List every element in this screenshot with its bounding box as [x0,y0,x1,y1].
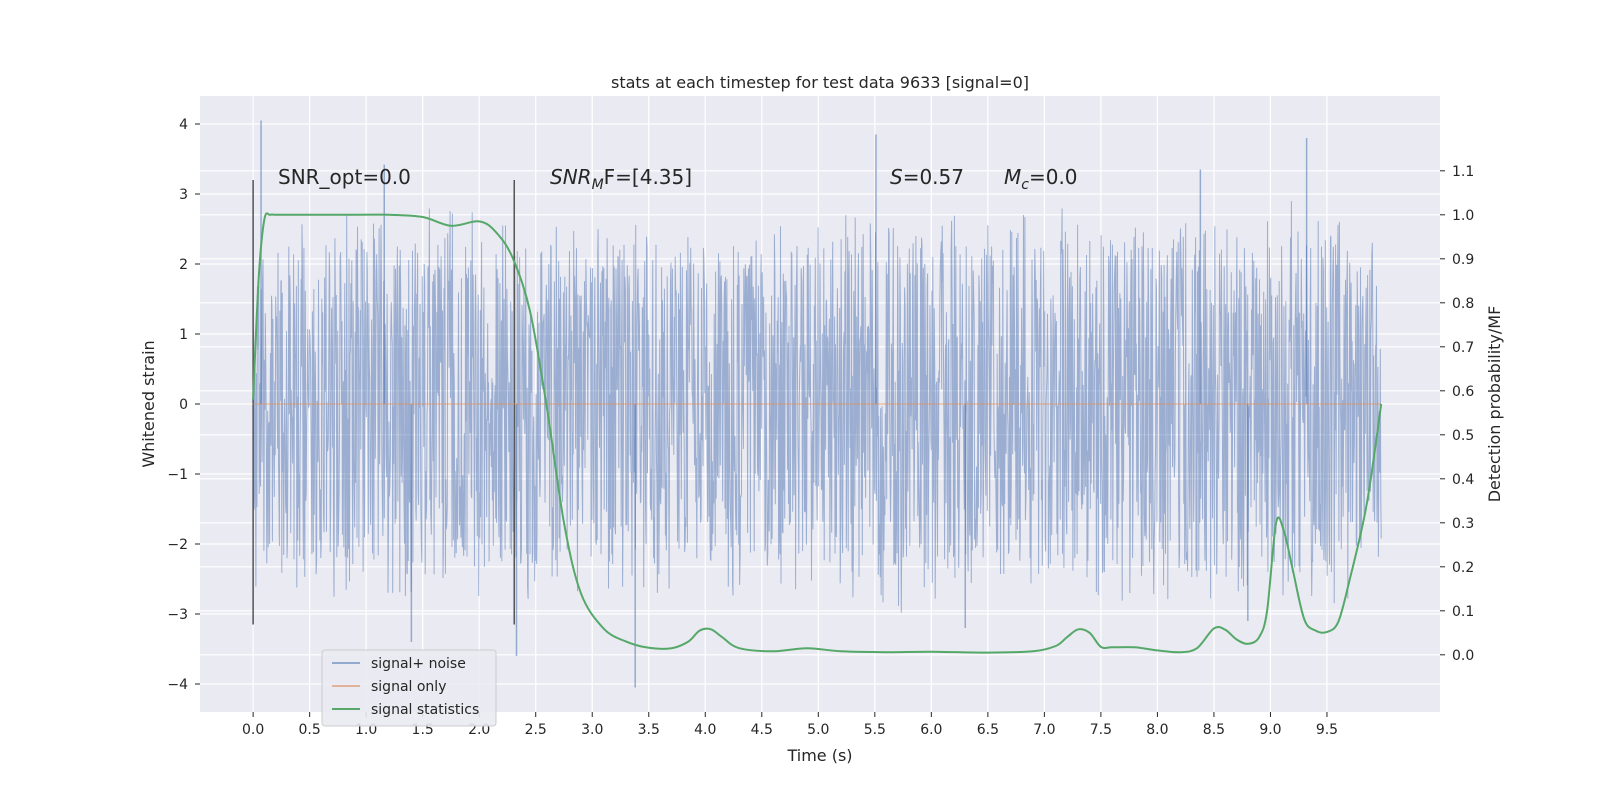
y2-tick-label: 0.7 [1452,340,1474,356]
x-tick-label: 5.5 [864,722,886,738]
y2-tick-label: 1.1 [1452,164,1474,180]
ticks-layer: 0.0 0.5 1.0 1.5 2.0 2.5 3.0 3.5 4.0 4.5 5.0 5.5 6.0 6… [167,117,1474,738]
x-tick-label: 6.5 [977,722,999,738]
x-tick-label: 4.5 [751,722,773,738]
x-tick-label: 3.5 [638,722,660,738]
x-tick-label: 4.0 [694,722,716,738]
x-tick-label: 8.5 [1203,722,1225,738]
annotation-snr-mf-base: SNR [550,165,592,189]
y-tick-label: 0 [179,397,188,413]
x-tick-label: 0.0 [242,722,264,738]
y-tick-label: −3 [167,607,188,623]
noise-layer [252,120,1382,688]
annotation-mc-rest: =0.0 [1029,165,1078,189]
y-tick-label: 1 [179,327,188,343]
x-tick-label: 9.5 [1316,722,1338,738]
x-axis-label: Time (s) [786,746,852,765]
signal-statistics-line [252,212,1383,654]
annotation-mc-base: M [1004,165,1021,189]
legend-box [321,649,497,727]
legend-label-statistics: signal statistics [371,702,479,718]
x-tick-label: 3.0 [581,722,603,738]
annotation-mc: Mc=0.0 [1004,165,1078,193]
y-tick-label: −1 [167,467,188,483]
lines-layer [252,180,1383,654]
x-tick-label: 6.0 [920,722,942,738]
x-tick-label: 0.5 [299,722,321,738]
x-tick-label: 7.5 [1090,722,1112,738]
annotation-s-base: S [890,165,903,189]
annotation-snr-mf-rest: F=[4.35] [604,165,692,189]
y-tick-label: −2 [167,537,188,553]
y2-tick-label: 0.1 [1452,604,1474,620]
legend: signal+ noise signal only signal statist… [321,649,497,727]
y-tick-label: 4 [179,117,188,133]
legend-label-signal: signal only [371,679,446,695]
annotation-snr-opt: SNR_opt=0.0 [278,165,411,189]
y-tick-label: 2 [179,257,188,273]
y2-tick-label: 0.8 [1452,296,1474,312]
x-tick-label: 5.0 [807,722,829,738]
y2-tick-label: 0.2 [1452,560,1474,576]
y-tick-label: 3 [179,187,188,203]
y2-tick-label: 1.0 [1452,208,1474,224]
annotation-snr-mf-sub: M [592,177,604,193]
annotation-snr-mf: SNRMF=[4.35] [550,165,692,193]
y-tick-label: −4 [167,677,188,693]
chart-title: stats at each timestep for test data 963… [611,73,1029,92]
noise-trace [252,200,1382,613]
y-axis-label: Whitened strain [139,340,158,467]
y2-tick-label: 0.5 [1452,428,1474,444]
annotation-s-rest: =0.57 [903,165,964,189]
x-tick-label: 8.0 [1146,722,1168,738]
y2-axis-label: Detection probability/MF [1485,306,1504,503]
annotation-mc-sub: c [1021,177,1029,193]
annotation-s: S=0.57 [890,165,964,189]
x-tick-label: 7.0 [1033,722,1055,738]
y2-tick-label: 0.3 [1452,516,1474,532]
x-tick-label: 2.5 [525,722,547,738]
y2-tick-label: 0.0 [1452,648,1474,664]
y2-tick-label: 0.4 [1452,472,1474,488]
legend-label-noise: signal+ noise [371,656,466,672]
x-tick-label: 9.0 [1259,722,1281,738]
y2-tick-label: 0.9 [1452,252,1474,268]
y2-tick-label: 0.6 [1452,384,1474,400]
